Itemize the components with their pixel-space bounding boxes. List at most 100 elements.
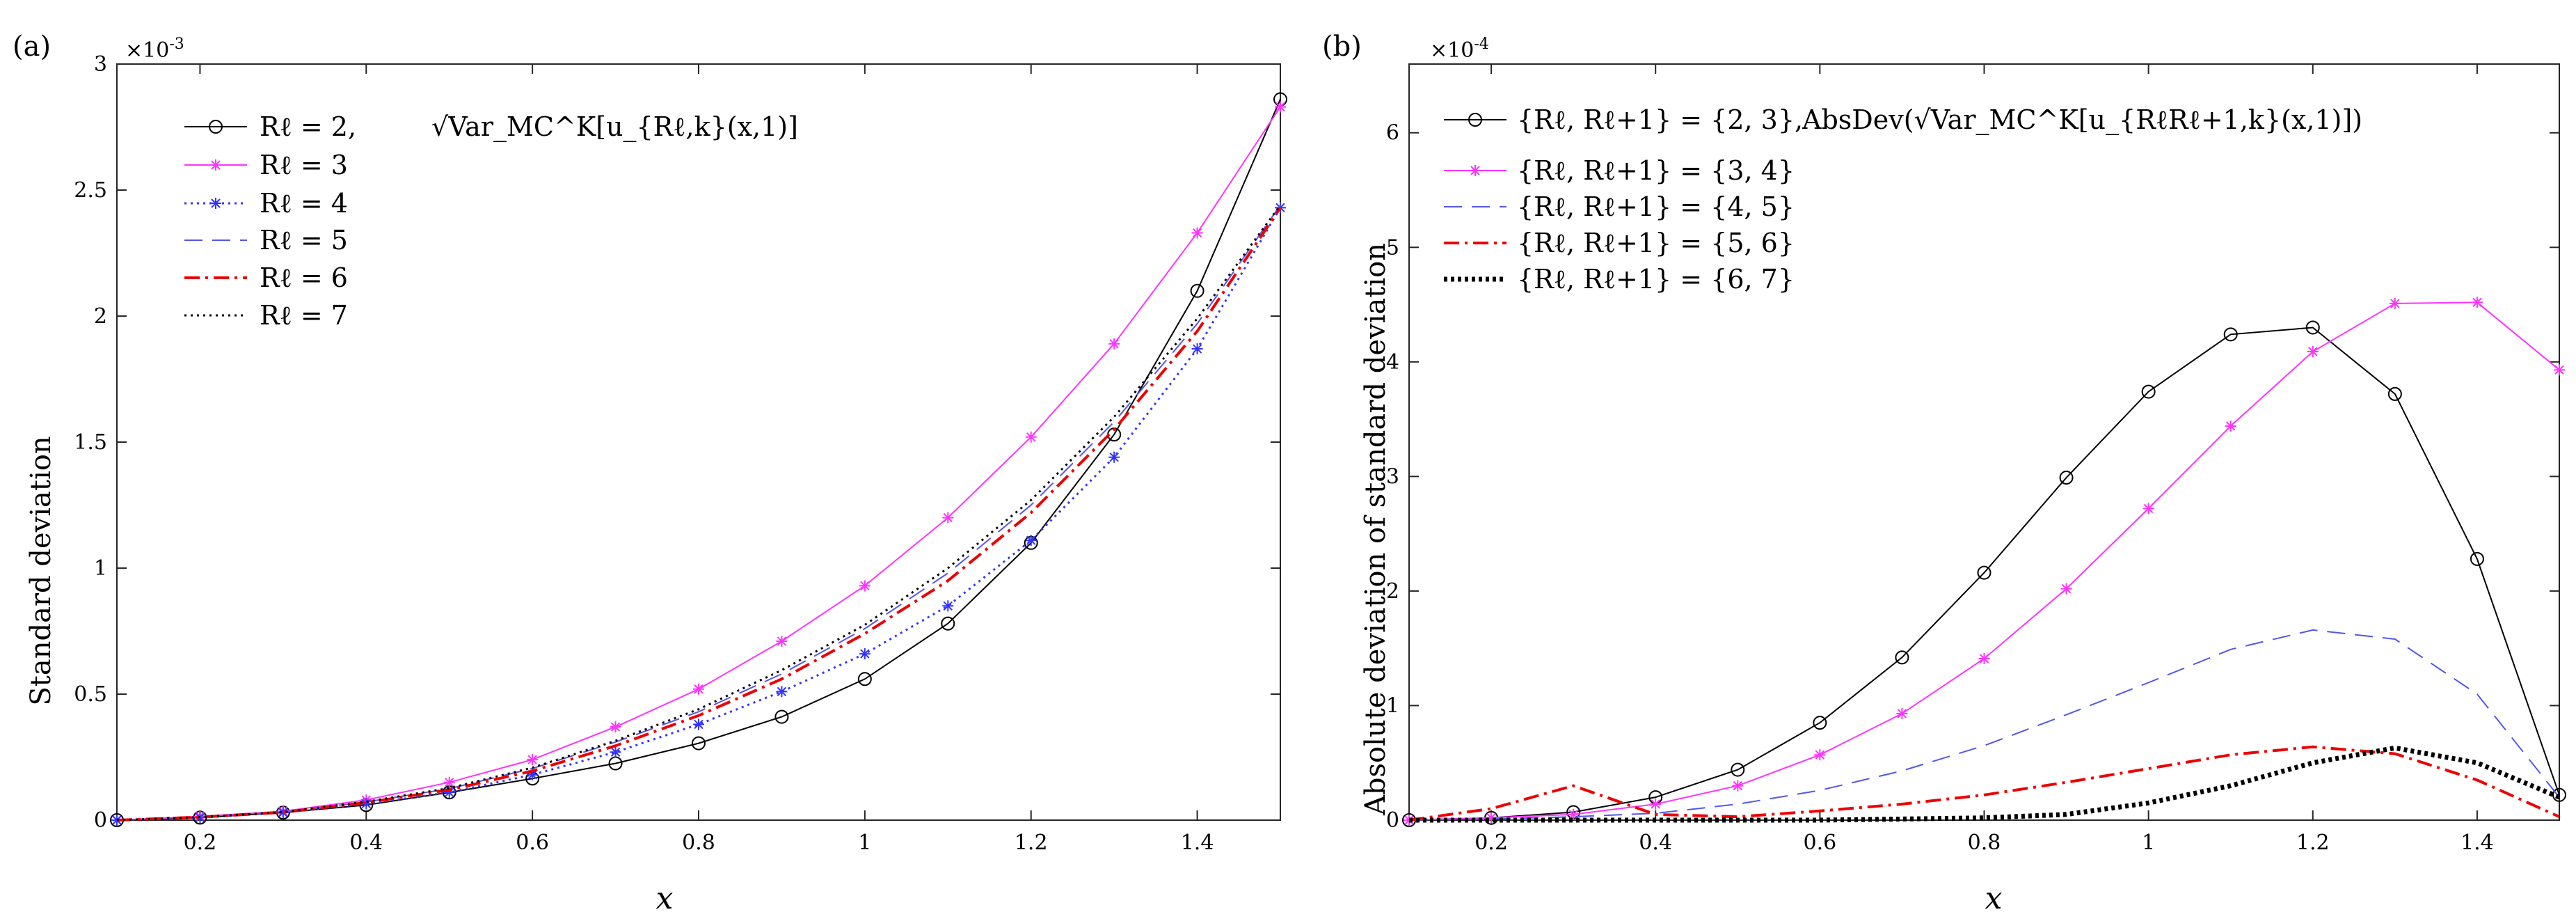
panel-b-series-0-point	[1731, 762, 1745, 777]
panel-b-series-1-point	[2554, 364, 2565, 376]
panel-b-ylabel: Absolute deviation of standard deviation	[1360, 243, 1392, 816]
panel-b-legend: {Rℓ, Rℓ+1} = {2, 3}, {Rℓ, Rℓ+1} = {3, 4}…	[1444, 104, 2362, 294]
panel-b-series-1-line	[1408, 301, 2560, 821]
panel-b-series-1-point	[1896, 707, 1908, 719]
panel-a-xtick-label: 0.8	[682, 831, 715, 855]
panel-a-ytick-label: 1	[94, 556, 107, 581]
legend-a-annotation: √Var_MC^K[u_{Rℓ,k}(x,1)]	[431, 111, 798, 143]
panel-b-xtick-label: 1.2	[2296, 831, 2330, 855]
legend-a-marker-0	[209, 120, 223, 134]
panel-a-series-0-point	[1190, 283, 1204, 298]
panel-a-series-2-point	[1191, 343, 1203, 355]
panel-a-series-2-point	[859, 648, 870, 660]
panel-b-ytick-label: 4	[1386, 350, 1399, 375]
legend-a-marker-1	[210, 159, 221, 171]
panel-b-series-1-point	[2225, 420, 2236, 432]
panel-b-series-1-point	[2471, 297, 2483, 308]
panel-a-ylabel: Standard deviation	[25, 436, 57, 705]
panel-a-series-1-point	[693, 683, 704, 695]
panel-b-ytick-label: 6	[1386, 121, 1399, 146]
legend-a-item-3: Rℓ = 5	[260, 225, 348, 256]
panel-b-series-0-point	[1813, 716, 1827, 730]
panel-a-ytick-label: 1.5	[74, 430, 107, 455]
panel-a-series-1-point	[1191, 227, 1203, 239]
panel-a-series-1-point	[1108, 338, 1120, 349]
legend-a-marker-2	[210, 198, 221, 209]
panel-a-exponent: ×10-3	[125, 36, 184, 63]
panel-a-axes: 0.2 0.4 0.6 0.8 1 1.2 1.4 0 0.5 1 1.5 2 2.5 3	[74, 52, 1281, 855]
panel-a-xlabel: x	[656, 881, 674, 916]
panel-a-xtick-label: 1.4	[1181, 831, 1214, 855]
panel-a-ytick-label: 0	[94, 808, 107, 833]
panel-a-label: (a)	[13, 31, 51, 63]
panel-b-xtick-label: 0.6	[1803, 831, 1836, 855]
legend-b-item-2: {Rℓ, Rℓ+1} = {4, 5}	[1517, 191, 1795, 222]
panel-b-exponent: ×10-4	[1430, 36, 1489, 63]
panel-a-series-2-point	[693, 718, 704, 730]
panel-a-series-1-point	[942, 512, 954, 524]
legend-b-marker-1	[1470, 165, 1481, 176]
panel-b-series-0-point	[2223, 327, 2238, 342]
legend-a-item-1: Rℓ = 3	[260, 150, 348, 180]
panel-b-series-0-point	[1895, 650, 1909, 665]
legend-a-item-5: Rℓ = 7	[260, 300, 348, 331]
panel-a-ytick-label: 0.5	[74, 682, 107, 707]
panel-b-series-0-point	[1977, 565, 1991, 580]
panel-b-ytick-label: 1	[1386, 693, 1399, 718]
panel-b-series	[1402, 297, 2566, 827]
panel-a-series-1-point	[527, 754, 539, 766]
panel-b-xtick-label: 1	[2142, 831, 2155, 855]
panel-a-series-1-point	[859, 580, 870, 592]
legend-b-item-4: {Rℓ, Rℓ+1} = {6, 7}	[1517, 264, 1795, 294]
legend-a-item-0: Rℓ = 2,	[260, 111, 356, 142]
panel-a-series-5-line	[116, 204, 1282, 822]
panel-a-series-2-point	[942, 600, 954, 612]
panel-b-xtick-label: 0.8	[1968, 831, 2001, 855]
panel-a-series-3-line	[116, 205, 1281, 821]
panel-b-ytick-label: 0	[1386, 808, 1399, 833]
legend-a-item-4: Rℓ = 6	[260, 262, 348, 293]
panel-a-series-1-point	[776, 635, 788, 647]
panel-b-series-1-point	[1650, 798, 1662, 810]
panel-b-series-0-point	[2387, 386, 2402, 401]
panel-b-axes: 0.2 0.4 0.6 0.8 1 1.2 1.4 0 1 2 3 4 5 6	[1386, 63, 2560, 855]
panel-b-xtick-label: 1.4	[2460, 831, 2494, 855]
panel-b-series-1-point	[2307, 346, 2319, 358]
panel-b-label: (b)	[1322, 31, 1362, 63]
panel-a-ytick-label: 2	[94, 304, 107, 329]
panel-a-series-0-point	[941, 616, 955, 631]
panel-a-ytick-label: 3	[94, 52, 107, 77]
panel-a: (a) Standard deviation x ×10-3 0.2 0.4 0.6…	[13, 31, 1287, 916]
panel-a-series-2-point	[1025, 535, 1037, 547]
panel-b-xtick-label: 0.4	[1639, 831, 1672, 855]
panel-a-series-1-point	[1275, 101, 1286, 113]
panel-b-ytick-label: 3	[1386, 464, 1399, 489]
panel-a-series-0-point	[774, 709, 789, 724]
panel-a-xtick-label: 0.4	[349, 831, 383, 855]
panel-b-series-0-point	[2305, 320, 2320, 335]
panel-a-xtick-label: 1	[858, 831, 871, 855]
legend-b-item-0: {Rℓ, Rℓ+1} = {2, 3},	[1517, 104, 1803, 135]
panel-b-xlabel: x	[1985, 881, 2003, 916]
panel-a-series-0-point	[692, 736, 706, 751]
panel-b-series-1-point	[2389, 297, 2401, 309]
panel-a-series-2-point	[1108, 451, 1120, 463]
panel-a-series	[110, 92, 1287, 827]
panel-b-series-1-point	[1732, 780, 1744, 792]
panel-a-series-1-point	[1025, 431, 1037, 443]
panel-a-xtick-label: 1.2	[1015, 831, 1048, 855]
panel-a-xtick-label: 0.2	[184, 831, 217, 855]
panel-a-xtick-label: 0.6	[516, 831, 549, 855]
legend-a-item-2: Rℓ = 4	[260, 188, 348, 219]
panel-b-series-0-point	[2059, 471, 2074, 485]
legend-b-item-1: {Rℓ, Rℓ+1} = {3, 4}	[1517, 155, 1795, 186]
panel-a-series-0-point	[857, 672, 872, 686]
panel-b-series-1-point	[2060, 583, 2072, 595]
panel-a-series-2-point	[776, 686, 788, 698]
panel-b-series-2-line	[1408, 629, 2560, 821]
panel-b-xtick-label: 0.2	[1474, 831, 1508, 855]
panel-b-series-3-line	[1408, 745, 2560, 822]
panel-b-series-0-point	[2470, 551, 2484, 566]
